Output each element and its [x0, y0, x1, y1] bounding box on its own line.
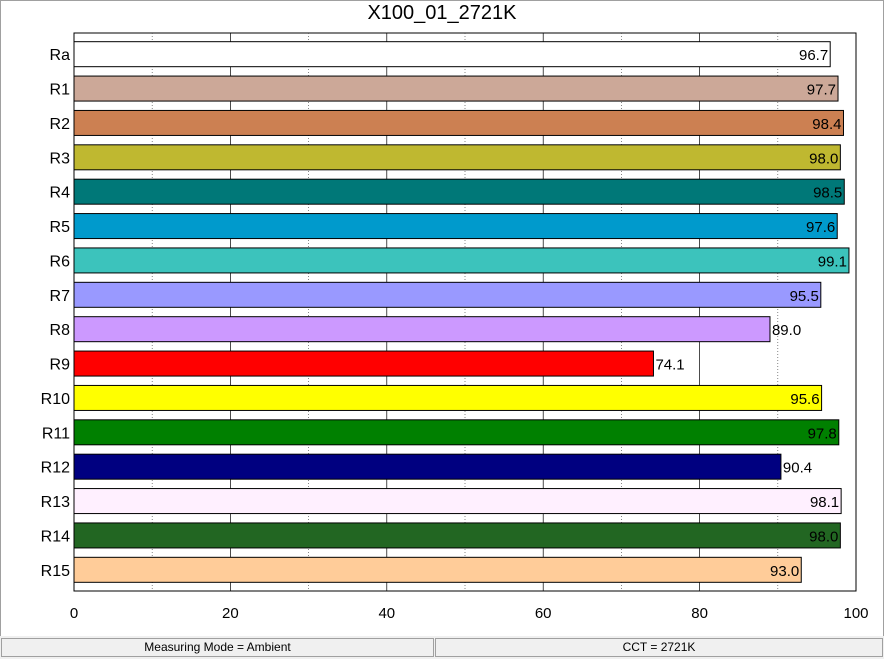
category-label: R9	[50, 357, 71, 374]
bar-chart: 0 20 40 60 80 100 Ra 96.7 R1 97.7 R2 98.4 R3 98.0 R4 98…	[41, 32, 869, 622]
status-measuring-mode: Measuring Mode = Ambient	[1, 638, 434, 657]
x-tick-label: 20	[222, 605, 239, 622]
value-label: 90.4	[783, 460, 812, 477]
value-label: 98.0	[809, 150, 838, 167]
category-label: R6	[50, 253, 71, 270]
category-label: R13	[41, 494, 70, 511]
category-label: R15	[41, 563, 70, 580]
category-label: R14	[41, 528, 70, 545]
x-tick-label: 100	[843, 605, 868, 622]
category-label: R10	[41, 391, 70, 408]
value-label: 98.4	[812, 116, 841, 133]
chart-title: X100_01_2721K	[367, 2, 517, 24]
bar-r2	[73, 109, 844, 136]
bar-r8	[73, 316, 771, 343]
status-bar: Measuring Mode = Ambient CCT = 2721K	[0, 636, 884, 659]
value-label: 95.5	[790, 288, 819, 305]
category-label: R8	[50, 322, 71, 339]
bar-r3	[73, 144, 841, 171]
bar-r9	[73, 350, 654, 377]
value-label: 99.1	[818, 253, 847, 270]
value-label: 98.1	[810, 494, 839, 511]
value-label: 93.0	[770, 563, 799, 580]
bar-ra	[73, 41, 831, 68]
bar-r13	[73, 488, 842, 515]
bar-r1	[73, 75, 839, 102]
bar-r10	[73, 384, 823, 411]
value-label: 97.6	[806, 219, 835, 236]
category-label: R11	[42, 425, 70, 442]
value-label: 98.5	[813, 185, 842, 202]
x-tick-label: 60	[535, 605, 552, 622]
category-label: R4	[50, 185, 71, 202]
value-label: 97.7	[807, 82, 836, 99]
category-label: R2	[50, 116, 71, 133]
x-tick-label: 40	[378, 605, 395, 622]
value-label: 89.0	[772, 322, 801, 339]
value-label: 95.6	[790, 391, 819, 408]
bar-r4	[73, 178, 845, 205]
value-label: 96.7	[799, 47, 828, 64]
bar-r15	[73, 556, 802, 583]
category-label: R1	[50, 82, 71, 99]
value-label: 98.0	[809, 528, 838, 545]
x-tick-label: 80	[691, 605, 708, 622]
bar-r12	[73, 453, 782, 480]
x-tick-label: 0	[70, 605, 78, 622]
bar-r11	[73, 419, 840, 446]
category-label: R12	[41, 460, 70, 477]
value-label: 74.1	[655, 357, 684, 374]
category-label: R3	[50, 150, 71, 167]
category-label: R5	[50, 219, 71, 236]
bar-r5	[73, 213, 838, 240]
category-label: Ra	[50, 47, 71, 64]
category-label: R7	[50, 288, 71, 305]
bar-r14	[73, 522, 841, 549]
bar-r7	[73, 281, 822, 308]
value-label: 97.8	[808, 425, 837, 442]
bar-r6	[73, 247, 850, 274]
status-cct: CCT = 2721K	[435, 638, 883, 657]
